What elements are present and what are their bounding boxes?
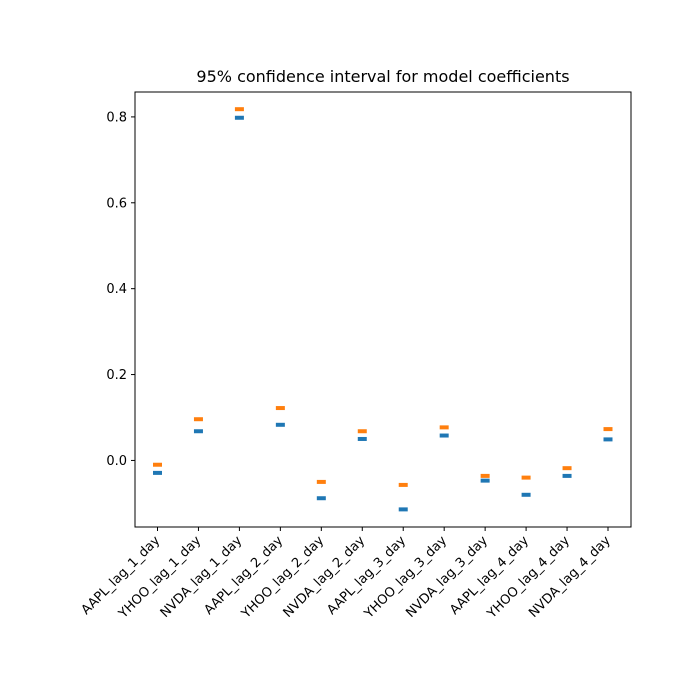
y-tick-label: 0.0 (106, 454, 127, 469)
y-tick-label: 0.4 (106, 282, 127, 297)
chart-title: 95% confidence interval for model coeffi… (196, 67, 569, 86)
y-axis: 0.0 0.2 0.4 0.6 0.8 (106, 110, 135, 469)
y-tick-label: 0.6 (106, 196, 127, 211)
y-tick-label: 0.8 (106, 110, 127, 125)
plot-area (134, 91, 632, 528)
data-marks (153, 107, 613, 512)
y-tick-label: 0.2 (106, 368, 127, 383)
